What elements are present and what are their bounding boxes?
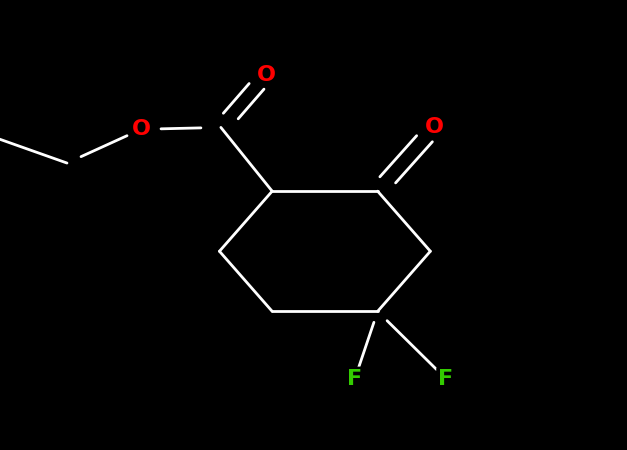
Text: O: O (425, 117, 444, 137)
Text: O: O (132, 119, 150, 140)
Text: O: O (257, 65, 276, 85)
Text: F: F (438, 369, 453, 389)
Text: F: F (347, 369, 362, 389)
